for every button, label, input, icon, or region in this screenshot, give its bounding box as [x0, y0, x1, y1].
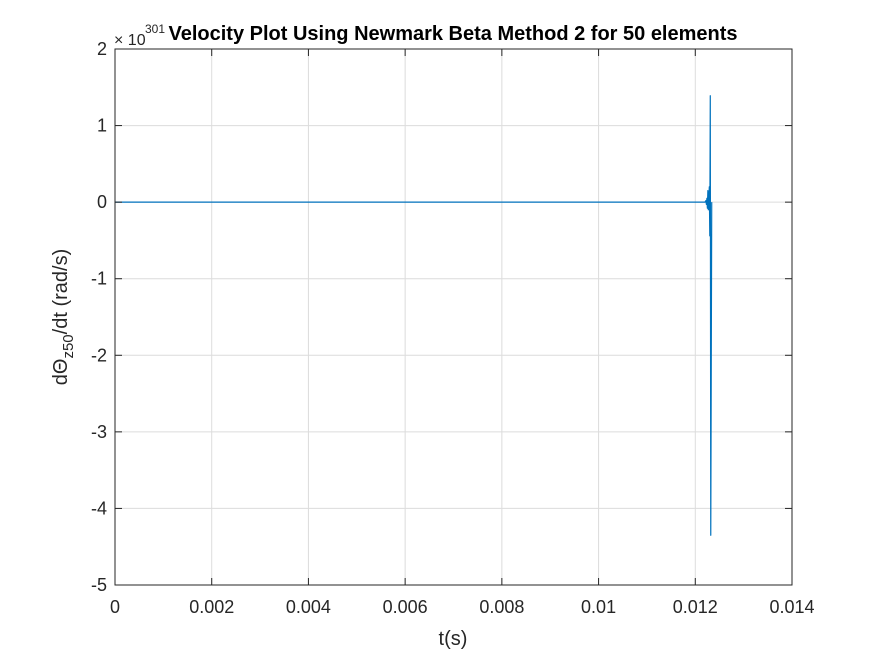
y-axis-label-subscript: z50 — [60, 334, 77, 358]
plot-area — [115, 95, 713, 536]
y-exponent-power: 301 — [145, 22, 165, 36]
y-axis-label-suffix: /dt (rad/s) — [50, 249, 72, 335]
y-tick-label: -2 — [91, 345, 107, 365]
x-tick-label: 0 — [110, 597, 120, 617]
x-tick-labels: 0 0.002 0.004 0.006 0.008 0.01 0.012 0.014 — [110, 597, 815, 617]
y-axis-label-prefix: dΘ — [50, 359, 72, 386]
x-tick-label: 0.012 — [673, 597, 718, 617]
series-line — [115, 95, 713, 536]
y-exponent-base: × 10 — [114, 32, 146, 49]
chart-title: Velocity Plot Using Newmark Beta Method … — [168, 23, 737, 45]
x-tick-label: 0.004 — [286, 597, 331, 617]
x-tick-label: 0.014 — [769, 597, 814, 617]
y-axis-label: dΘz50/dt (rad/s) — [50, 249, 77, 385]
tick-marks — [114, 48, 793, 586]
y-tick-label: -1 — [91, 269, 107, 289]
y-tick-label: -5 — [91, 575, 107, 595]
x-tick-label: 0.006 — [383, 597, 428, 617]
y-tick-labels: -5 -4 -3 -2 -1 0 1 2 — [91, 39, 107, 595]
y-tick-label: 1 — [97, 116, 107, 136]
x-axis-label: t(s) — [439, 628, 468, 650]
axes-box — [114, 48, 793, 586]
x-tick-label: 0.01 — [581, 597, 616, 617]
axes-background — [115, 49, 792, 585]
y-tick-label: 2 — [97, 39, 107, 59]
x-tick-label: 0.008 — [479, 597, 524, 617]
y-tick-label: -4 — [91, 498, 107, 518]
y-tick-label: 0 — [97, 192, 107, 212]
x-tick-label: 0.002 — [189, 597, 234, 617]
y-tick-label: -3 — [91, 422, 107, 442]
